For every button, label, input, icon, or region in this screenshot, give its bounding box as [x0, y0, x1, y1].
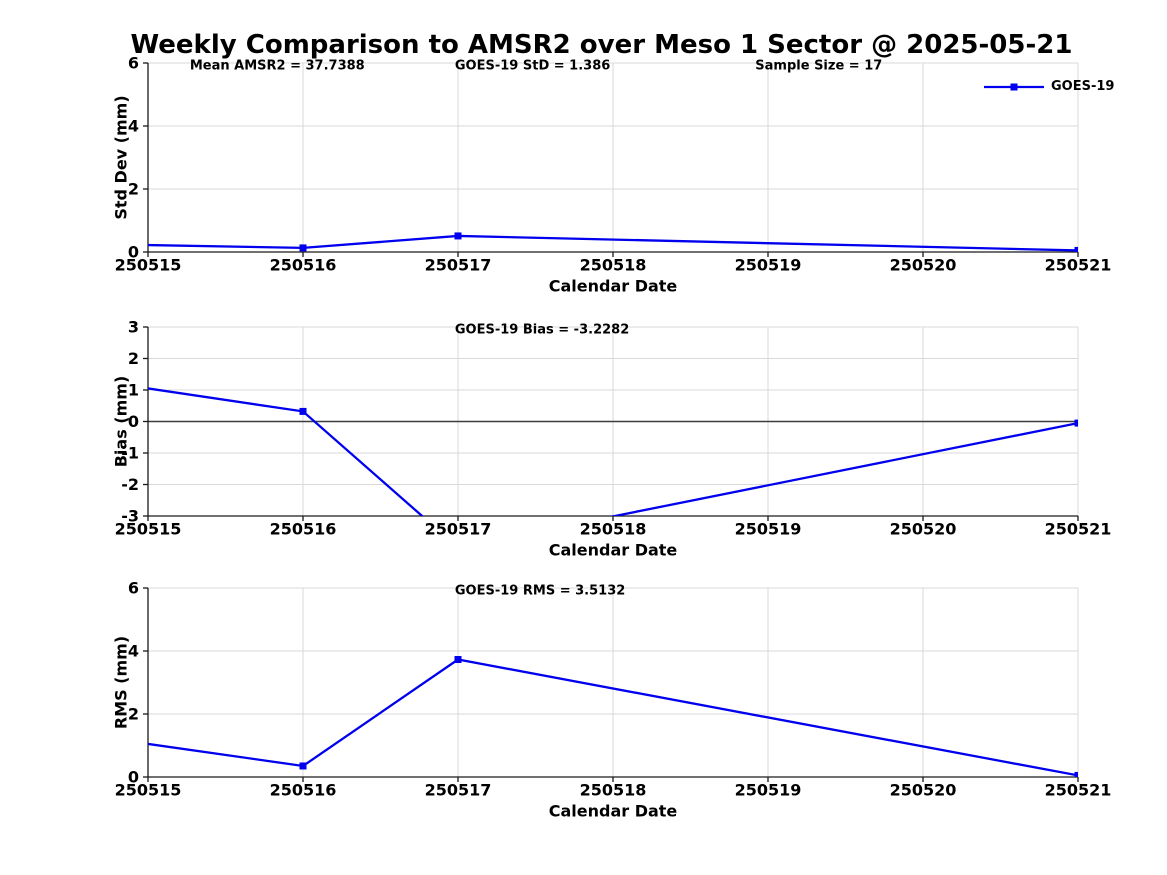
x-tick-label: 250515: [115, 520, 182, 539]
y-tick-label: 2: [128, 180, 139, 199]
data-point-marker: [1074, 246, 1078, 252]
series-GOES-19: [148, 387, 1078, 551]
x-tick-label: 250521: [1045, 256, 1112, 275]
x-tick-label: 250516: [270, 781, 337, 800]
x-tick-label: 250515: [115, 781, 182, 800]
x-tick-label: 250515: [115, 256, 182, 275]
x-tick-label: 250520: [890, 781, 957, 800]
data-point-marker: [454, 232, 462, 240]
y-tick-label: 0: [128, 768, 139, 787]
x-tick-label: 250517: [425, 520, 492, 539]
x-tick-label: 250516: [270, 256, 337, 275]
legend-square-marker-icon: [1010, 83, 1018, 90]
x-tick-label: 250517: [425, 781, 492, 800]
series-GOES-19: [148, 656, 1078, 777]
y-tick-label: 3: [128, 318, 139, 337]
x-tick-label: 250517: [425, 256, 492, 275]
chart-title: Weekly Comparison to AMSR2 over Meso 1 S…: [130, 30, 1073, 60]
x-tick-label: 250519: [735, 256, 802, 275]
data-point-marker: [299, 762, 307, 770]
stat-annotation: Mean AMSR2 = 37.7388: [190, 59, 365, 74]
x-tick-label: 250518: [580, 520, 647, 539]
y-tick-label: 6: [128, 54, 139, 73]
x-tick-label: 250519: [735, 520, 802, 539]
legend: GOES-19: [983, 79, 1114, 94]
y-axis-label: RMS (mm): [112, 636, 131, 729]
data-line: [148, 658, 1078, 777]
x-tick-label: 250520: [890, 256, 957, 275]
x-tick-label: 250519: [735, 781, 802, 800]
data-point-marker: [454, 656, 462, 664]
x-tick-label: 250520: [890, 520, 957, 539]
data-line: [148, 234, 1078, 252]
y-tick-label: 0: [128, 243, 139, 262]
y-tick-label: 1: [128, 381, 139, 400]
stat-annotation: GOES-19 StD = 1.386: [455, 59, 610, 74]
y-axis-label: Std Dev (mm): [112, 95, 131, 219]
y-tick-label: -2: [121, 475, 139, 494]
data-line: [148, 387, 1078, 516]
x-axis-label: Calendar Date: [549, 277, 678, 296]
legend-label: GOES-19: [1051, 79, 1115, 94]
y-tick-label: 6: [128, 579, 139, 598]
y-axis-label: Bias (mm): [112, 376, 131, 468]
data-point-marker: [1074, 771, 1078, 777]
data-point-marker: [455, 544, 462, 551]
legend-line-sample: [984, 83, 1044, 90]
x-tick-label: 250518: [580, 781, 647, 800]
data-point-marker: [299, 407, 307, 415]
y-tick-label: -1: [121, 444, 139, 463]
stat-annotation: Sample Size = 17: [755, 59, 882, 74]
series-GOES-19: [148, 232, 1078, 252]
x-axis-label: Calendar Date: [549, 541, 678, 560]
x-tick-label: 250521: [1045, 520, 1112, 539]
x-axis-label: Calendar Date: [549, 802, 678, 821]
y-tick-label: 0: [128, 412, 139, 431]
subplot-bias: 250515 250516 250517 250518 250519 250520 2505…: [112, 318, 1112, 560]
y-tick-label: 2: [128, 705, 139, 724]
y-tick-label: 4: [128, 117, 139, 136]
y-tick-label: -3: [121, 507, 139, 526]
x-tick-label: 250518: [580, 256, 647, 275]
stat-annotation: GOES-19 Bias = -3.2282: [455, 323, 629, 338]
x-tick-label: 250521: [1045, 781, 1112, 800]
data-point-marker: [299, 244, 307, 252]
stat-annotation: GOES-19 RMS = 3.5132: [455, 584, 625, 599]
y-tick-label: 2: [128, 349, 139, 368]
subplot-std-dev: 250515 250516 250517 250518 250519 250520 2505…: [112, 54, 1112, 296]
data-point-marker: [1074, 419, 1078, 427]
y-tick-label: 4: [128, 642, 139, 661]
subplot-rms: 250515 250516 250517 250518 250519 250520 2505…: [112, 579, 1112, 821]
x-tick-label: 250516: [270, 520, 337, 539]
